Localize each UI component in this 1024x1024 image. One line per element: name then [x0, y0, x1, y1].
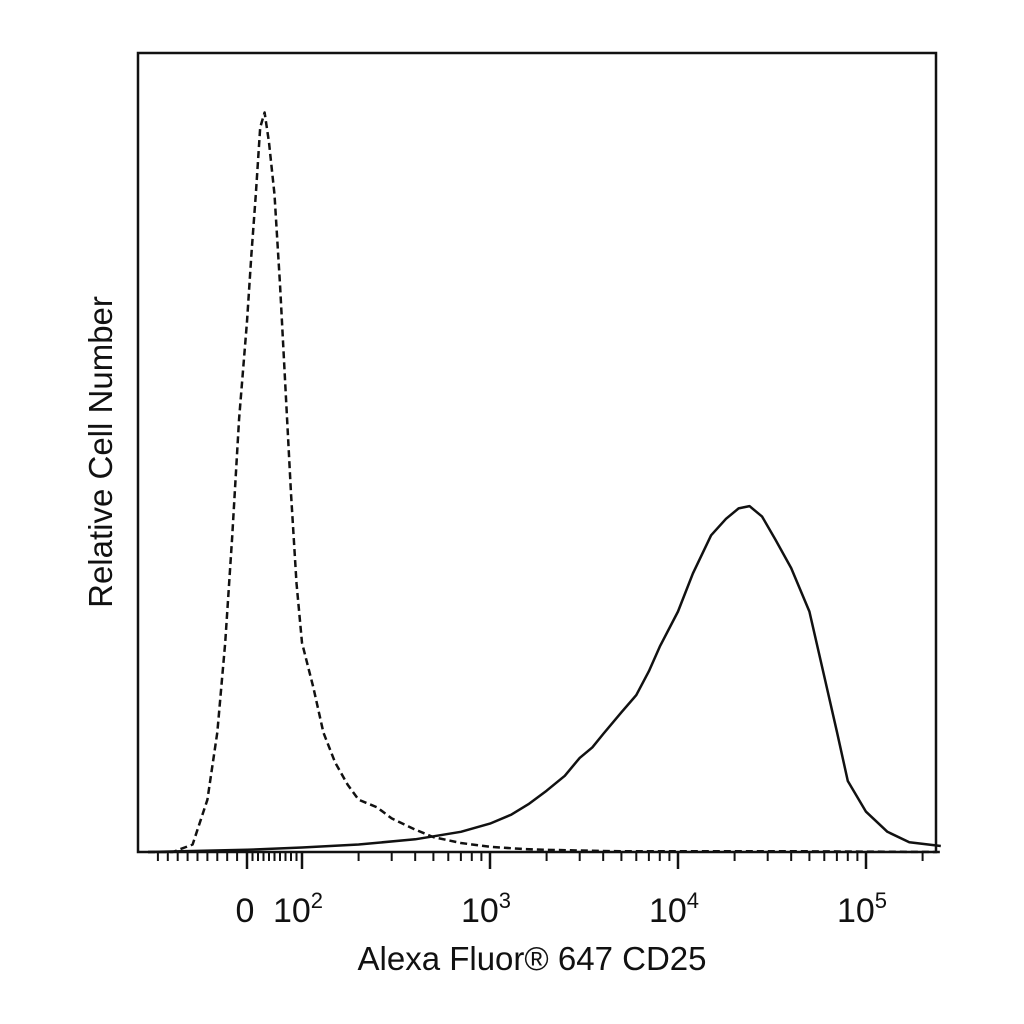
x-tick-label: 105: [837, 888, 887, 930]
x-axis-title: Alexa Fluor® 647 CD25: [358, 940, 707, 977]
x-tick-label: 0: [236, 892, 255, 930]
solid-histogram-line: [147, 504, 941, 854]
x-tick-label: 104: [649, 888, 699, 930]
x-tick-label: 102: [273, 888, 323, 930]
x-major-ticks: [245, 852, 868, 869]
series-layer: [147, 111, 941, 854]
x-minor-ticks: [156, 852, 924, 861]
dashed-histogram-line: [148, 111, 941, 854]
x-tick-labels: 0 102 103 104 105: [236, 888, 888, 930]
y-axis-title: Relative Cell Number: [82, 296, 119, 608]
plot-frame: [136, 51, 938, 854]
x-tick-label: 103: [461, 888, 511, 930]
